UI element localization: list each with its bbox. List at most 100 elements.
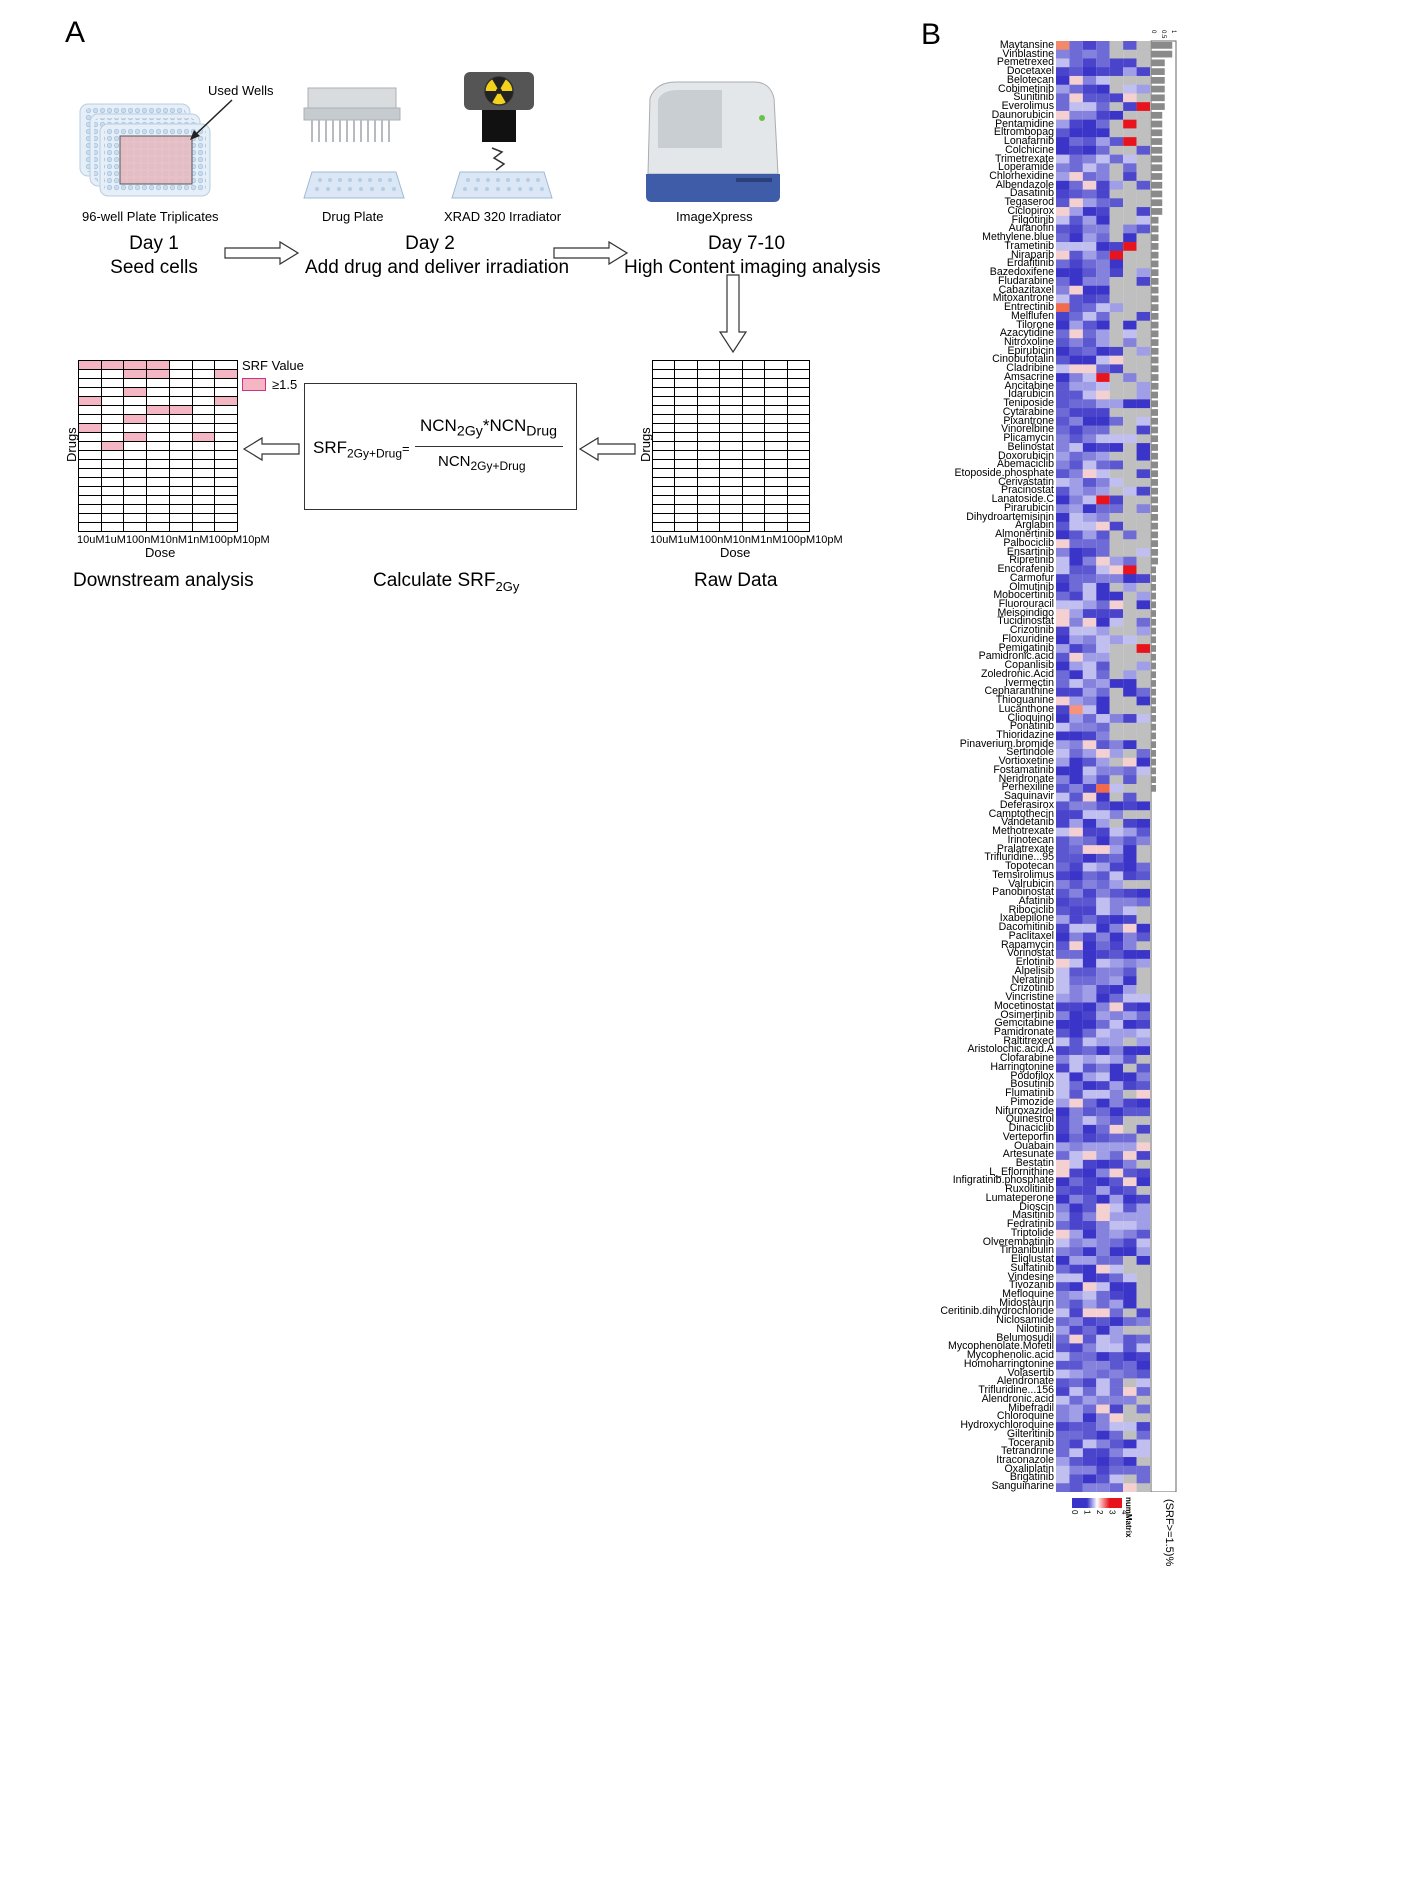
drug-name-label: Belotecan: [1006, 73, 1054, 86]
heatmap-cell: [1109, 582, 1124, 592]
grid-cell: [146, 441, 170, 451]
dose-tick-label: 10pM: [815, 534, 843, 546]
heatmap-cell: [1096, 486, 1110, 496]
drug-name-label: Nitroxoline: [1003, 335, 1054, 348]
grid-cell: [168, 396, 193, 406]
heatmap-cell: [1069, 1019, 1083, 1030]
grid-cell: [719, 477, 743, 487]
barplot-bar: [1151, 208, 1163, 215]
heatmap-cell: [1096, 582, 1110, 592]
barplot-bar: [1151, 610, 1156, 617]
drug-name-label: Clofarabine: [999, 1052, 1054, 1065]
heatmap-cell: [1056, 661, 1070, 671]
heatmap-cell: [1136, 941, 1150, 951]
heatmap-cell: [1082, 224, 1097, 234]
heatmap-cell: [1109, 976, 1124, 986]
heatmap-cell: [1136, 75, 1150, 86]
grid-cell: [100, 378, 125, 388]
heatmap-cell: [1096, 862, 1110, 872]
grid-cell: [100, 405, 125, 415]
heatmap-cell: [1096, 58, 1110, 68]
heatmap-cell: [1109, 731, 1124, 741]
heatmap-cell: [1069, 416, 1083, 426]
heatmap-cell: [1136, 565, 1150, 575]
formula-lhs-sub: 2Gy+Drug: [347, 446, 403, 461]
heatmap-cell: [1082, 521, 1097, 531]
heatmap-cell: [1123, 408, 1137, 418]
drug-name-label: Methylene.blue: [982, 231, 1054, 244]
step-1-day: Day 1: [129, 233, 179, 254]
heatmap-cell: [1109, 600, 1124, 610]
downstream-drugs-axis: Drugs: [64, 427, 79, 462]
heatmap-cell: [1069, 1334, 1083, 1344]
drug-name-label: Abemaciclib: [996, 458, 1054, 471]
heatmap-cell: [1123, 696, 1137, 706]
grid-cell: [786, 432, 811, 442]
heatmap-cell: [1096, 897, 1110, 907]
heatmap-cell: [1109, 1299, 1124, 1309]
heatmap-cell: [1056, 862, 1070, 872]
heatmap-cell: [1069, 163, 1083, 173]
heatmap-cell: [1069, 853, 1083, 863]
heatmap-cell: [1136, 399, 1150, 409]
heatmap-cell: [1136, 119, 1150, 129]
heatmap-cell: [1109, 547, 1124, 558]
grid-cell: [168, 513, 193, 523]
heatmap-cell: [1096, 75, 1110, 86]
drug-name-label: Lucanthone: [998, 702, 1054, 715]
heatmap-cell: [1136, 425, 1150, 435]
heatmap-cell: [1123, 565, 1137, 575]
drug-name-label: Pentamidine: [995, 117, 1054, 130]
heatmap-cell: [1136, 644, 1150, 654]
heatmap-cell: [1082, 215, 1097, 225]
heatmap-cell: [1136, 810, 1150, 820]
grid-cell: [123, 459, 148, 469]
heatmap-cell: [1082, 906, 1097, 916]
drug-name-label: Niraparib: [1011, 248, 1054, 261]
heatmap-cell: [1109, 1194, 1124, 1204]
heatmap-cell: [1056, 224, 1070, 234]
heatmap-cell: [1136, 215, 1150, 225]
grid-cell: [123, 414, 148, 424]
heatmap-cell: [1056, 923, 1070, 933]
drug-name-label: Volasertib: [1007, 1366, 1054, 1379]
heatmap-cell: [1096, 1054, 1110, 1064]
grid-row: [78, 387, 238, 397]
heatmap-cell: [1082, 871, 1097, 881]
heatmap-cell: [1082, 1072, 1097, 1082]
heatmap-cell: [1069, 1273, 1083, 1283]
heatmap-cell: [1136, 600, 1150, 610]
drug-name-label: Mycophenolate.Mofetil: [948, 1340, 1054, 1353]
grid-cell: [696, 495, 721, 505]
plate-caption: 96-well Plate Triplicates: [82, 209, 219, 224]
heatmap-cell: [1123, 163, 1137, 173]
drug-name-label: Mycophenolic.acid: [966, 1349, 1054, 1362]
heatmap-cell: [1123, 58, 1137, 68]
heatmap-cell: [1082, 390, 1097, 400]
grid-cell: [191, 504, 216, 514]
heatmap-cell: [1136, 1255, 1150, 1266]
heatmap-cell: [1123, 495, 1137, 505]
grid-cell: [741, 459, 766, 469]
heatmap-cell: [1069, 399, 1083, 409]
grid-cell: [764, 513, 788, 523]
heatmap-cell: [1136, 687, 1150, 697]
heatmap-cell: [1056, 41, 1070, 51]
heatmap-cell: [1096, 1011, 1110, 1021]
heatmap-cell: [1096, 303, 1110, 313]
heatmap-cell: [1123, 137, 1137, 147]
heatmap-cell: [1123, 1247, 1137, 1257]
heatmap-cell: [1082, 967, 1097, 977]
heatmap-cell: [1082, 652, 1097, 662]
heatmap-cell: [1136, 1054, 1150, 1064]
heatmap-cell: [1123, 521, 1137, 531]
barplot-bar: [1151, 190, 1163, 198]
grid-cell: [100, 450, 125, 460]
heatmap-cell: [1096, 1019, 1110, 1030]
heatmap-cell: [1109, 652, 1124, 662]
drug-name-label: Filgotinib: [1011, 213, 1054, 226]
heatmap-cell: [1096, 1457, 1110, 1467]
heatmap-cell: [1069, 259, 1083, 269]
heatmap-cell: [1056, 408, 1070, 418]
srf-legend-threshold: ≥1.5: [272, 377, 298, 392]
